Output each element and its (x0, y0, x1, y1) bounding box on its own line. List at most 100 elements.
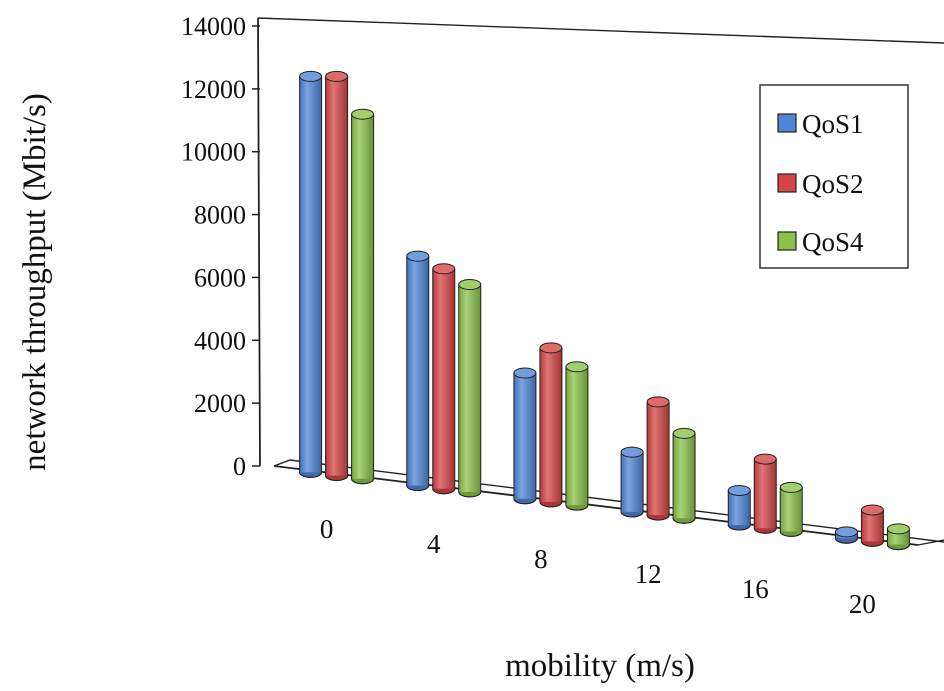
bar-cap (779, 481, 803, 493)
bar-qos1-20 (834, 526, 858, 544)
bar-cap (727, 484, 751, 496)
bar-qos1-0 (299, 70, 323, 478)
legend-label-qos4: QoS4 (802, 227, 864, 257)
legend-item-qos4: QoS4 (777, 227, 864, 257)
bar-cap (565, 361, 589, 373)
bar-bottom-arc (458, 491, 482, 498)
x-axis-labels: 0 4 8 12 16 20 (320, 514, 876, 619)
y-tick-label: 6000 (194, 263, 246, 292)
bar-qos1-8 (513, 367, 537, 505)
bar-body (325, 76, 348, 476)
bar-cap (753, 453, 777, 465)
legend-label-qos1: QoS1 (802, 109, 864, 139)
bar-bottom-arc (646, 514, 670, 521)
x-tick-label: 20 (849, 589, 876, 619)
bar-body (406, 256, 429, 486)
bar-qos1-16 (727, 484, 751, 531)
bar-bottom-arc (886, 544, 910, 551)
bar-bottom-arc (834, 538, 858, 544)
bar-cap (539, 342, 563, 354)
bar-cap (834, 526, 858, 538)
bar-body (299, 76, 322, 473)
bar-body (728, 490, 751, 526)
bar-bottom-arc (513, 498, 537, 505)
bar-qos4-4 (458, 278, 482, 498)
bar-qos2-4 (432, 263, 456, 495)
y-tick-label: 2000 (194, 389, 246, 418)
x-tick-label: 0 (320, 514, 334, 544)
legend-swatch-qos2 (777, 173, 797, 193)
bar-qos4-16 (779, 481, 803, 537)
axes-layer (257, 17, 944, 546)
back-wall-left-edge (257, 17, 261, 467)
bar-body (539, 347, 562, 502)
x-axis-title: mobility (m/s) (505, 648, 695, 684)
y-tick-label: 12000 (181, 75, 246, 104)
x-tick-label: 12 (635, 559, 662, 589)
bar-qos1-4 (406, 250, 430, 492)
bar-body (458, 284, 481, 492)
bar-bottom-arc (779, 531, 803, 537)
y-tick-label: 8000 (194, 201, 246, 230)
bar-qos4-20 (886, 523, 910, 551)
bar-body (565, 366, 588, 506)
x-tick-label: 16 (742, 574, 769, 604)
y-tick-label: 4000 (194, 326, 246, 355)
bar-body (513, 372, 536, 499)
y-axis-ticks: 0 2000 4000 6000 8000 10000 12000 14000 (181, 12, 260, 481)
x-tick-label: 4 (427, 529, 441, 559)
bar-qos2-16 (753, 453, 777, 534)
bar-cap (458, 278, 482, 290)
floor-front-edge (273, 465, 919, 546)
legend-swatch-qos4 (777, 231, 797, 251)
bar-bottom-arc (432, 488, 456, 495)
bar-body (780, 487, 803, 532)
y-tick-label: 0 (233, 452, 246, 481)
bar-qos2-8 (539, 342, 563, 508)
bar-cap (672, 427, 696, 439)
bar-cap (432, 263, 456, 275)
legend-item-qos2: QoS2 (777, 169, 864, 199)
bar-qos2-0 (325, 70, 349, 482)
bar-body (861, 509, 884, 542)
bar-qos1-12 (620, 446, 644, 518)
bar-cap (646, 396, 670, 408)
floor-back-edge (273, 459, 944, 543)
bar-qos4-12 (672, 427, 696, 524)
bar-cap (513, 367, 537, 379)
bar-body (351, 114, 374, 479)
back-wall-top-edge (257, 17, 944, 44)
y-axis-title: network throughput (Mbit/s) (17, 93, 53, 471)
bar-cap (299, 70, 323, 82)
bar-bottom-arc (565, 504, 589, 511)
bar-cap (886, 523, 910, 535)
bar-bottom-arc (325, 475, 349, 482)
floor-right-edge (917, 539, 944, 546)
bar-body (621, 452, 644, 512)
y-tick-label: 10000 (181, 138, 246, 167)
bar-qos2-12 (646, 396, 670, 521)
legend: QoS1 QoS2 QoS4 (759, 84, 909, 269)
x-tick-label: 8 (534, 544, 548, 574)
bar-bottom-arc (753, 528, 777, 534)
bars-layer (299, 70, 910, 551)
bar-bottom-arc (860, 541, 884, 547)
bar-body (673, 433, 696, 519)
bar-bottom-arc (299, 472, 323, 478)
bar-cap (860, 504, 884, 516)
bar-bottom-arc (672, 518, 696, 524)
legend-item-qos1: QoS1 (777, 109, 864, 139)
bar-qos4-8 (565, 361, 589, 511)
bar-body (647, 401, 670, 516)
bar-qos2-20 (860, 504, 884, 547)
bar-bottom-arc (406, 485, 430, 492)
legend-swatch-qos1 (777, 113, 797, 133)
bar-body (432, 268, 455, 489)
bar-qos4-0 (351, 108, 375, 485)
y-tick-label: 14000 (181, 12, 246, 41)
bar-bottom-arc (539, 501, 563, 508)
legend-label-qos2: QoS2 (802, 169, 864, 199)
bar-cap (325, 70, 349, 82)
bar-bottom-arc (727, 524, 751, 531)
